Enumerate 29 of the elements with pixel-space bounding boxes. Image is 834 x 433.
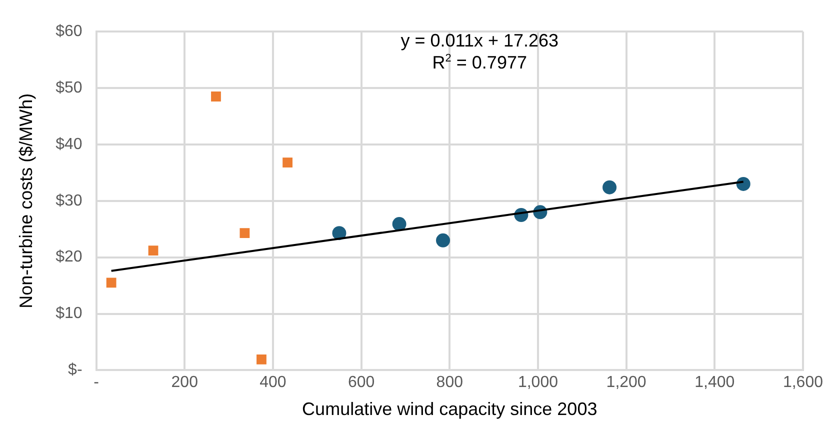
x-tick-label: 1,000 [518, 374, 558, 392]
x-tick-label: 1,200 [606, 374, 646, 392]
y-tick-label: $40 [56, 136, 82, 153]
x-tick-label: - [94, 374, 99, 392]
point [148, 246, 158, 256]
x-tick-label: 800 [436, 374, 464, 392]
y-tick-label: $20 [56, 248, 82, 266]
point [736, 176, 750, 191]
y-tick-label: $60 [56, 23, 82, 40]
y-tick-label: $10 [56, 305, 82, 322]
point [106, 278, 116, 288]
y-axis-title: Non-turbine costs ($/MWh) [16, 93, 36, 308]
point [392, 217, 406, 232]
y-tick-label: $- [68, 362, 82, 379]
point [256, 354, 266, 364]
point [240, 228, 250, 238]
x-axis-title: Cumulative wind capacity since 2003 [302, 399, 598, 420]
annotation: y = 0.011x + 17.263 [400, 30, 559, 51]
y-tick-label: $50 [56, 79, 82, 96]
x-tick-label: 400 [260, 374, 286, 392]
point [436, 233, 450, 248]
y-tick-label: $30 [56, 192, 82, 210]
x-tick-label: 1,400 [694, 374, 735, 392]
point [211, 92, 221, 102]
x-tick-label: 600 [348, 374, 375, 392]
x-tick-label: 200 [171, 374, 198, 392]
point [602, 180, 617, 194]
x-tick-label: 1,600 [782, 374, 824, 392]
point [282, 158, 292, 168]
